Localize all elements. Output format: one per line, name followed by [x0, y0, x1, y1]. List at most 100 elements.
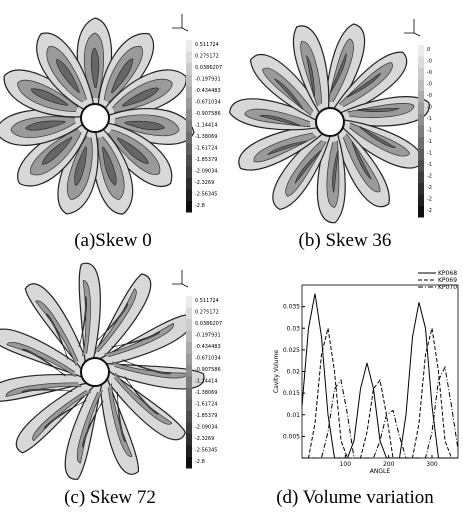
colorbar-label: -1.38069	[195, 134, 217, 140]
colorbar-swatch	[186, 457, 192, 469]
colorbar-swatch	[186, 399, 192, 411]
colorbar-swatch	[186, 342, 192, 354]
contour	[332, 150, 339, 193]
colorbar-label: -1.85379	[195, 413, 217, 419]
blade	[0, 328, 85, 379]
contour	[111, 331, 160, 348]
blade	[57, 127, 99, 215]
axis-triad	[172, 270, 189, 288]
contour	[45, 313, 69, 360]
contour	[35, 300, 79, 366]
blade	[89, 273, 152, 361]
contour	[25, 120, 66, 131]
colorbar-swatch	[418, 171, 424, 183]
contour	[346, 72, 382, 98]
colorbar-swatch	[418, 206, 424, 218]
contour	[274, 78, 304, 110]
blade	[91, 127, 134, 215]
blade	[272, 131, 332, 211]
colorbar-label: -0.907586	[195, 367, 221, 373]
colorbar-label: -0	[427, 93, 432, 99]
colorbar-label: -2.09034	[195, 169, 217, 175]
blade	[99, 375, 140, 475]
series-line	[302, 365, 459, 459]
colorbar-swatch	[186, 434, 192, 446]
colorbar-swatch	[418, 114, 424, 126]
y-tick-label: 0.005	[283, 433, 300, 440]
colorbar-label: -0	[427, 105, 432, 111]
colorbar-swatch	[186, 330, 192, 342]
contour	[294, 150, 322, 184]
colorbar-label: -1.38069	[195, 390, 217, 396]
blade	[99, 122, 173, 187]
colorbar-label: -2	[427, 197, 432, 203]
colorbar-swatch	[418, 45, 424, 57]
colorbar-label: -1.61724	[195, 402, 217, 408]
contour	[359, 126, 396, 149]
contour	[22, 348, 66, 377]
colorbar-swatch	[186, 189, 192, 201]
contour	[44, 400, 87, 430]
y-tick-label: 0.035	[283, 304, 300, 311]
colorbar-swatch	[418, 68, 424, 80]
blade	[0, 108, 85, 146]
colorbar-swatch	[418, 79, 424, 91]
hub	[315, 107, 345, 137]
colorbar-swatch	[186, 388, 192, 400]
colorbar-label: -2.56345	[195, 448, 217, 454]
blade	[0, 373, 90, 402]
colorbar-swatch	[186, 365, 192, 377]
colorbar-label: -1.14414	[195, 123, 217, 129]
blade	[96, 314, 192, 366]
axis-triad	[404, 19, 421, 37]
colorbar-label: -2.8	[195, 203, 205, 209]
y-tick-label: 0.01	[287, 412, 301, 419]
colorbar-label: -2.09034	[195, 425, 217, 431]
colorbar-label: -2.56345	[195, 192, 217, 198]
colorbar-swatch	[186, 307, 192, 319]
colorbar-label: -1	[427, 128, 432, 134]
colorbar-label: -1	[427, 116, 432, 122]
colorbar-label: -1.85379	[195, 157, 217, 163]
contour	[21, 388, 73, 393]
contour	[56, 58, 80, 93]
colorbar-label: -0.907586	[195, 111, 221, 117]
colorbar-label: -0.671034	[195, 356, 221, 362]
colorbar-label: -2	[427, 185, 432, 191]
colorbar-label: -2	[427, 174, 432, 180]
colorbar-swatch	[186, 166, 192, 178]
y-tick-label: 0.03	[287, 325, 301, 332]
contour	[357, 107, 400, 113]
contour	[90, 47, 100, 89]
contour	[104, 322, 174, 358]
series-line	[302, 328, 458, 459]
series-line	[301, 293, 458, 459]
colorbar-swatch	[418, 56, 424, 68]
contour	[122, 87, 160, 107]
contour	[74, 146, 87, 186]
colorbar-swatch	[186, 353, 192, 365]
colorbar-label: -2	[427, 208, 432, 214]
colorbar-swatch	[186, 201, 192, 213]
blade	[17, 120, 90, 187]
contour	[116, 391, 126, 442]
contour	[306, 55, 315, 97]
colorbar-swatch	[186, 109, 192, 121]
hub	[80, 357, 110, 387]
contour	[92, 288, 137, 353]
colorbar-swatch	[186, 296, 192, 308]
colorbar-swatch	[186, 40, 192, 52]
colorbar-label: 0.275172	[195, 54, 219, 60]
colorbar-swatch	[186, 86, 192, 98]
blade	[15, 381, 97, 454]
colorbar-swatch	[186, 411, 192, 423]
x-axis-label: ANGLE	[370, 468, 391, 475]
colorbar-swatch	[418, 183, 424, 195]
y-tick-label: 0.02	[287, 369, 301, 376]
axis-triad	[172, 14, 189, 32]
contour	[351, 141, 372, 180]
blade	[78, 262, 101, 366]
legend-label: KP070	[438, 284, 457, 291]
